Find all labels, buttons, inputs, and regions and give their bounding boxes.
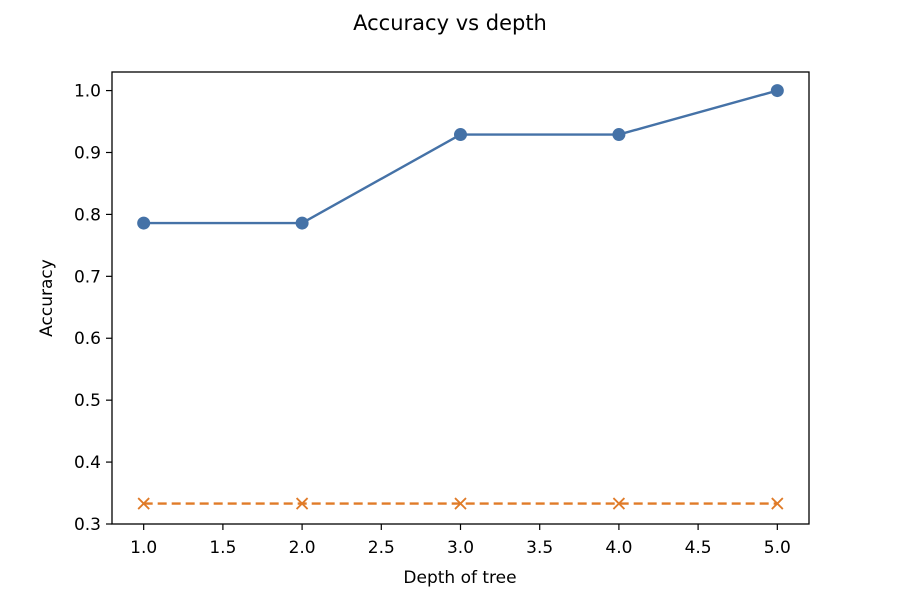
x-axis-ticks: 1.0 1.5 2.0 2.5 3.0 3.5 4.0 4.5 5.0	[130, 524, 791, 558]
y-tick-label: 0.9	[74, 143, 101, 163]
series-layer	[137, 84, 784, 510]
series-2-point	[454, 497, 467, 510]
y-tick-label: 0.4	[74, 453, 101, 473]
x-tick-label: 5.0	[764, 538, 791, 558]
chart-title: Accuracy vs depth	[353, 11, 547, 35]
y-tick-label: 0.7	[74, 267, 101, 287]
series-2-point	[295, 497, 309, 510]
x-tick-label: 4.5	[685, 538, 712, 558]
y-tick-label: 0.8	[74, 205, 101, 225]
series-1-point	[295, 216, 309, 230]
x-tick-label: 2.0	[289, 538, 316, 558]
series-1-point	[137, 216, 151, 230]
y-axis-ticks: 0.3 0.4 0.5 0.6 0.7 0.8 0.9 1.0	[74, 82, 112, 535]
x-tick-label: 3.0	[447, 538, 474, 558]
series-2-point	[771, 497, 784, 510]
y-tick-label: 0.5	[74, 391, 101, 411]
x-tick-label: 1.5	[209, 538, 236, 558]
x-tick-label: 2.5	[368, 538, 395, 558]
series-2-point	[612, 497, 626, 510]
series-2	[137, 497, 784, 510]
y-tick-label: 1.0	[74, 82, 101, 102]
x-tick-label: 1.0	[130, 538, 157, 558]
y-axis-label: Accuracy	[37, 259, 57, 337]
x-axis-label: Depth of tree	[403, 568, 516, 588]
series-1	[137, 84, 784, 230]
series-1-point	[612, 128, 626, 142]
series-1-point	[454, 128, 467, 142]
x-tick-label: 3.5	[526, 538, 553, 558]
y-tick-label: 0.3	[74, 515, 101, 535]
y-tick-label: 0.6	[74, 329, 101, 349]
series-2-point	[137, 497, 150, 510]
series-1-point	[770, 84, 784, 98]
x-tick-label: 4.0	[605, 538, 632, 558]
